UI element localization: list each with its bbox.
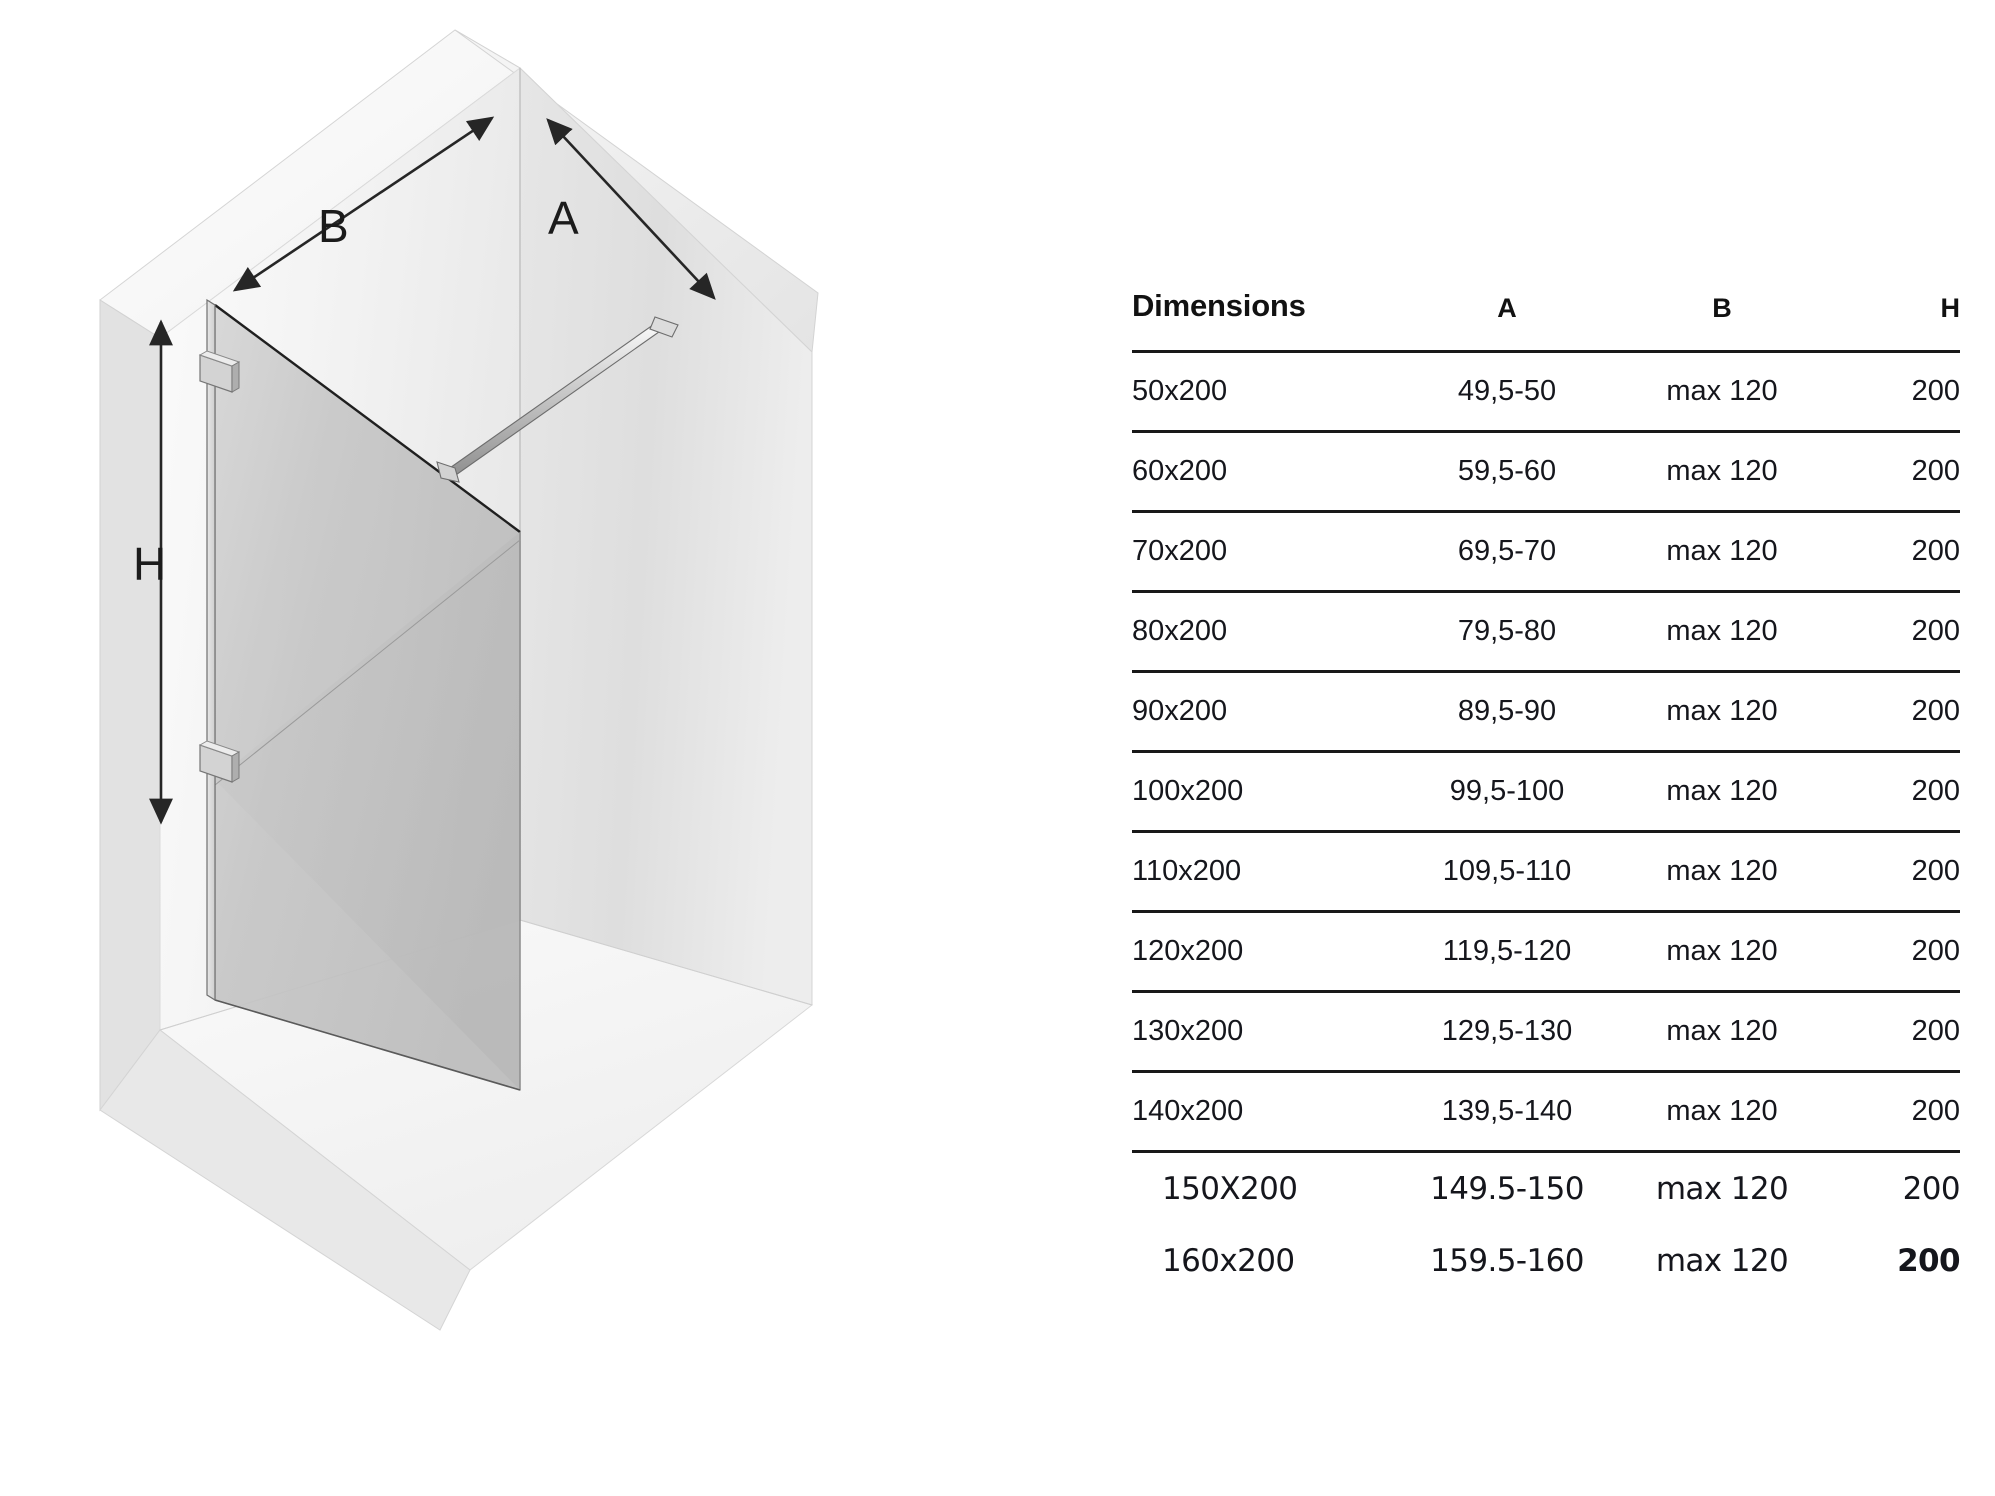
cell-b: max 120: [1622, 831, 1822, 913]
table-row: 120x200 119,5-120 max 120 200: [1132, 911, 1960, 993]
table-row: 100x200 99,5-100 max 120 200: [1132, 751, 1960, 833]
dimension-line-b: [232, 116, 495, 292]
cell-b: max 120: [1622, 511, 1822, 593]
cell-dimensions: 130x200: [1132, 991, 1392, 1073]
cell-dimensions: 100x200: [1132, 751, 1392, 833]
table-row: 50x200 49,5-50 max 120 200: [1132, 350, 1960, 433]
glass-edge-thickness: [206, 298, 216, 1002]
cell-dimensions: 150X200: [1162, 1171, 1298, 1207]
table-row: 80x200 79,5-80 max 120 200: [1132, 591, 1960, 673]
cell-b: max 120: [1655, 1171, 1789, 1207]
support-bar-glass-clamp: [436, 461, 460, 483]
cell-a: 59,5-60: [1392, 431, 1622, 513]
cell-h: 200: [1822, 991, 1960, 1073]
dimension-label-h: H: [133, 538, 166, 590]
support-bar-wall-bracket: [649, 316, 679, 338]
dimension-label-b: B: [318, 200, 349, 252]
column-header-b: B: [1712, 293, 1732, 323]
cell-h: 200: [1822, 431, 1960, 513]
cell-h: 200: [1822, 831, 1960, 913]
cell-a: 49,5-50: [1392, 350, 1622, 433]
cell-h: 200: [1822, 1071, 1960, 1153]
cell-b: max 120: [1622, 911, 1822, 993]
cell-h: 200: [1822, 350, 1960, 433]
table-row: 150X200 149.5-150 max 120 200: [1132, 1152, 1961, 1226]
shower-enclosure-illustration: B A H: [99, 29, 819, 1331]
table-row: 140x200 139,5-140 max 120 200: [1132, 1071, 1960, 1153]
cell-h: 200: [1822, 591, 1960, 673]
glass-reflection-crease: [214, 539, 521, 786]
cell-b: max 120: [1622, 751, 1822, 833]
cell-dimensions: 160x200: [1162, 1243, 1295, 1279]
glass-panel-assembly: [206, 298, 521, 1091]
cell-h: 200: [1902, 1171, 1961, 1207]
isometric-drawing-panel: B A H: [99, 29, 819, 1331]
table-row: 160x200 159.5-160 max 120 200: [1132, 1225, 1961, 1297]
table-row: 130x200 129,5-130 max 120 200: [1132, 991, 1960, 1073]
cell-dimensions: 60x200: [1132, 431, 1392, 513]
cell-h: 200: [1897, 1243, 1961, 1279]
cell-b: max 120: [1622, 591, 1822, 673]
dimension-arrows: B A H: [133, 116, 716, 825]
cell-b: max 120: [1655, 1243, 1789, 1279]
table-header-row: Dimensions A B H: [1132, 288, 1960, 352]
cell-b: max 120: [1622, 991, 1822, 1073]
cell-dimensions: 110x200: [1132, 831, 1392, 913]
cell-b: max 120: [1622, 1071, 1822, 1153]
cell-b: max 120: [1622, 671, 1822, 753]
cell-a: 79,5-80: [1392, 591, 1622, 673]
cell-h: 200: [1822, 671, 1960, 753]
cell-h: 200: [1822, 751, 1960, 833]
dimensions-table-panel: Dimensions A B H 50x200 49,5-50 max 120 200…: [1120, 0, 1975, 1496]
cell-dimensions: 140x200: [1132, 1071, 1392, 1153]
cell-dimensions: 80x200: [1132, 591, 1392, 673]
column-header-h: H: [1940, 293, 1961, 323]
dimensions-table: Dimensions A B H 50x200 49,5-50 max 120 200…: [1132, 288, 1961, 1298]
cell-dimensions: 50x200: [1132, 350, 1392, 433]
cell-a: 149.5-150: [1430, 1171, 1584, 1207]
glass-bottom-edge: [214, 999, 521, 1091]
cell-a: 129,5-130: [1392, 991, 1622, 1073]
cell-h: 200: [1822, 511, 1960, 593]
floor-front-skirt: [99, 1029, 471, 1331]
glass-top-edge: [214, 304, 521, 533]
wall-bracket-upper: [198, 350, 241, 393]
cell-a: 119,5-120: [1392, 911, 1622, 993]
cell-b: max 120: [1622, 350, 1822, 433]
table-row: 60x200 59,5-60 max 120 200: [1132, 431, 1960, 513]
cell-b: max 120: [1622, 431, 1822, 513]
table-row: 90x200 89,5-90 max 120 200: [1132, 671, 1960, 753]
cell-a: 99,5-100: [1392, 751, 1622, 833]
dimensions-table-body: 50x200 49,5-50 max 120 200 60x200 59,5-60 max …: [1132, 350, 1961, 1298]
table-row: 110x200 109,5-110 max 120 200: [1132, 831, 1960, 913]
cell-dimensions: 90x200: [1132, 671, 1392, 753]
cell-a: 109,5-110: [1392, 831, 1622, 913]
wall-left-outer-edge: [99, 299, 161, 1112]
cell-dimensions: 70x200: [1132, 511, 1392, 593]
cell-a: 89,5-90: [1392, 671, 1622, 753]
wall-bracket-lower: [198, 740, 241, 783]
cell-a: 139,5-140: [1392, 1071, 1622, 1153]
cell-dimensions: 120x200: [1132, 911, 1392, 993]
cell-h: 200: [1822, 911, 1960, 993]
stabilizer-support-bar: [436, 316, 679, 483]
table-row: 70x200 69,5-70 max 120 200: [1132, 511, 1960, 593]
cell-a: 69,5-70: [1392, 511, 1622, 593]
dimension-line-a: [546, 118, 716, 300]
dimension-label-a: A: [548, 192, 579, 244]
cell-a: 159.5-160: [1430, 1243, 1584, 1279]
glass-reflection-wedge: [215, 532, 520, 1090]
column-header-dimensions: Dimensions: [1132, 288, 1306, 323]
floor-wall-crease-right: [519, 919, 813, 1006]
column-header-a: A: [1497, 293, 1517, 323]
